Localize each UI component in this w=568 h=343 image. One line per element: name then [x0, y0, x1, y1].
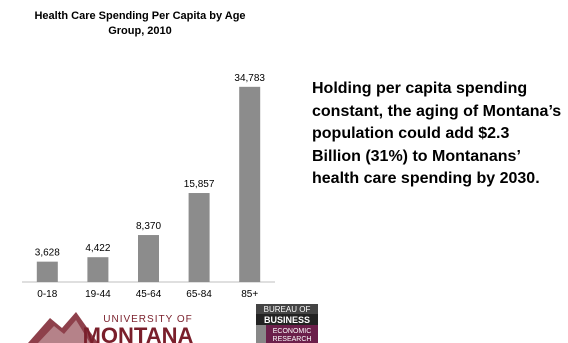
x-tick-0-18: 0-18 — [37, 289, 57, 300]
bars-layer: 3,628 0-18 4,422 19-44 8,370 45-64 15,857 65-84… — [22, 73, 275, 300]
data-label-19-44: 4,422 — [85, 243, 110, 254]
bureau-line2: BUSINESS — [264, 315, 310, 325]
bar-0-18 — [36, 261, 58, 282]
university-of-montana-logo: UNIVERSITY OF MONTANA — [28, 312, 194, 343]
bureau-line1: BUREAU OF — [264, 305, 311, 314]
data-label-0-18: 3,628 — [35, 248, 60, 259]
x-tick-45-64: 45-64 — [136, 289, 162, 300]
x-tick-19-44: 19-44 — [85, 289, 111, 300]
data-label-65-84: 15,857 — [184, 179, 215, 190]
bureau-line3: ECONOMIC — [273, 328, 312, 335]
data-label-85+: 34,783 — [234, 73, 265, 84]
x-tick-65-84: 65-84 — [186, 289, 212, 300]
university-line1: UNIVERSITY OF — [103, 314, 193, 325]
bureau-of-business-logo: BUREAU OF BUSINESS ECONOMIC RESEARCH — [256, 304, 318, 343]
bar-65-84 — [188, 193, 210, 282]
data-label-45-64: 8,370 — [136, 221, 161, 232]
university-line2: MONTANA — [83, 323, 194, 343]
callout-text: Holding per capita spending constant, th… — [312, 80, 562, 187]
chart-title: Health Care Spending Per Capita by Age G… — [34, 10, 246, 37]
bar-85+ — [239, 86, 261, 282]
bar-19-44 — [87, 257, 109, 282]
x-tick-85+: 85+ — [241, 289, 258, 300]
bureau-line4: RESEARCH — [273, 336, 312, 343]
bar-45-64 — [138, 235, 159, 282]
